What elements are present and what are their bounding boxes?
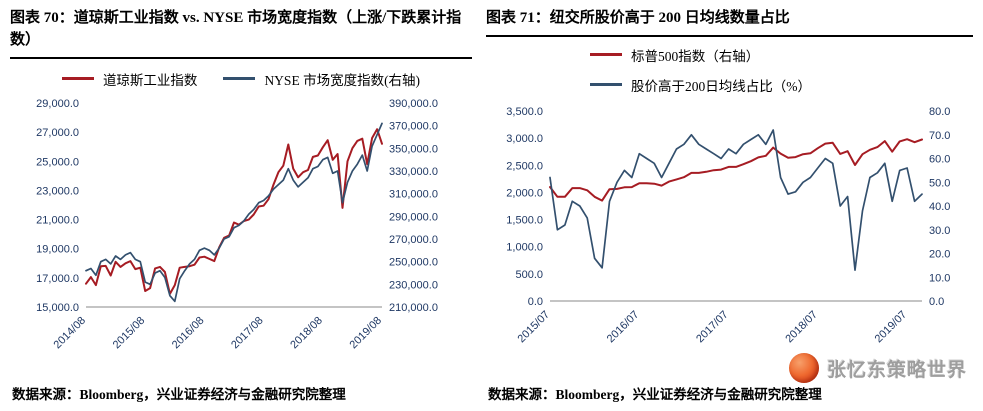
right-axis-tick-label: 60.0	[929, 153, 950, 165]
left-axis-tick-label: 17,000.0	[36, 272, 79, 284]
left-axis-tick-label: 2,500.0	[506, 160, 543, 172]
legend-item: 道琼斯工业指数	[61, 69, 198, 89]
figure-71-chart: 0.0 500.0 1,000.0 1,500.0 2,000.0 2,500.0 3,00…	[486, 101, 973, 378]
legend-item: NYSE 市场宽度指数(右轴)	[223, 69, 420, 89]
watermark-text: 张忆东策略世界	[826, 359, 967, 381]
series-line-1	[549, 128, 923, 271]
legend-item: 股价高于200日均线占比（%）	[590, 75, 973, 95]
right-axis-tick-label: 30.0	[929, 225, 950, 237]
left-axis-tick-label: 27,000.0	[36, 127, 79, 139]
right-axis-tick-label: 50.0	[929, 177, 950, 189]
legend-line-swatch	[223, 77, 256, 80]
left-axis-tick-label: 500.0	[515, 269, 543, 281]
x-axis-tick-label: 2016/07	[605, 308, 642, 345]
right-axis-tick-label: 390,000.0	[389, 98, 438, 110]
chart-canvas: 15,000.0 17,000.0 19,000.0 21,000.0 23,000.0…	[36, 98, 438, 351]
watermark-logo-icon	[788, 353, 819, 383]
x-axis-tick-label: 2018/08	[288, 314, 325, 351]
left-axis-tick-label: 15,000.0	[36, 302, 79, 314]
figure-70-chart: 15,000.0 17,000.0 19,000.0 21,000.0 23,000.0…	[10, 93, 472, 370]
x-axis-tick-label: 2017/07	[694, 308, 731, 345]
x-axis-tick-label: 2015/07	[516, 308, 553, 345]
left-axis-tick-label: 1,000.0	[506, 241, 543, 253]
figure-70: 图表 70：道琼斯工业指数 vs. NYSE 市场宽度指数（上涨/下跌累计指数）…	[10, 8, 472, 411]
legend-label: 标普500指数（右轴）	[631, 48, 760, 64]
legend-label: 股价高于200日均线占比（%）	[631, 78, 811, 94]
figure-71: 图表 71：纽交所股价高于 200 日均线数量占比 标普500指数（右轴） 股价高…	[486, 8, 973, 411]
figure-70-source: 数据来源：Bloomberg，兴业证券经济与金融研究院整理	[12, 387, 346, 402]
right-axis-tick-label: 210,000.0	[389, 302, 438, 314]
right-axis-tick-label: 370,000.0	[389, 120, 438, 132]
right-axis-tick-label: 20.0	[929, 248, 950, 260]
left-axis-tick-label: 0.0	[528, 296, 543, 308]
legend-line-swatch	[590, 53, 622, 57]
left-axis-tick-label: 3,500.0	[506, 106, 543, 118]
legend-line-swatch	[61, 77, 94, 80]
x-axis-tick-label: 2016/08	[170, 314, 207, 351]
figure-71-title: 图表 71：纽交所股价高于 200 日均线数量占比	[486, 8, 973, 37]
x-axis-tick-label: 2019/08	[348, 314, 385, 351]
watermark: 张忆东策略世界	[788, 353, 967, 383]
x-axis-tick-label: 2019/07	[873, 308, 910, 345]
left-axis-tick-label: 21,000.0	[36, 214, 79, 226]
left-axis-tick-label: 2,000.0	[506, 187, 543, 199]
right-axis-tick-label: 0.0	[929, 296, 944, 308]
right-axis-tick-label: 250,000.0	[389, 256, 438, 268]
legend-label: NYSE 市场宽度指数(右轴)	[264, 72, 421, 88]
x-axis-tick-label: 2017/08	[229, 314, 266, 351]
right-axis-tick-label: 10.0	[929, 272, 950, 284]
left-axis-tick-label: 25,000.0	[36, 156, 79, 168]
right-axis-tick-label: 310,000.0	[389, 188, 438, 200]
right-axis-tick-label: 290,000.0	[389, 211, 438, 223]
figure-70-title: 图表 70：道琼斯工业指数 vs. NYSE 市场宽度指数（上涨/下跌累计指数）	[10, 8, 472, 59]
right-axis-tick-label: 330,000.0	[389, 166, 438, 178]
legend-line-swatch	[590, 83, 622, 87]
left-axis-tick-label: 23,000.0	[36, 185, 79, 197]
left-axis-tick-label: 1,500.0	[506, 214, 543, 226]
right-axis-tick-label: 230,000.0	[389, 279, 438, 291]
figure-71-legend: 标普500指数（右轴） 股价高于200日均线占比（%）	[486, 45, 973, 95]
left-axis-tick-label: 19,000.0	[36, 243, 79, 255]
x-axis-tick-label: 2018/07	[783, 308, 820, 345]
right-axis-tick-label: 270,000.0	[389, 234, 438, 246]
right-axis-tick-label: 70.0	[929, 130, 950, 142]
x-axis-tick-label: 2014/08	[52, 314, 89, 351]
left-axis-tick-label: 29,000.0	[36, 98, 79, 110]
series-line-0	[549, 137, 923, 202]
series-line-0	[85, 127, 383, 295]
right-axis-tick-label: 350,000.0	[389, 143, 438, 155]
chart-canvas: 0.0 500.0 1,000.0 1,500.0 2,000.0 2,500.0 3,00…	[506, 106, 950, 345]
right-axis-tick-label: 40.0	[929, 201, 950, 213]
x-axis-tick-label: 2015/08	[111, 314, 148, 351]
figure-71-source: 数据来源：Bloomberg，兴业证券经济与金融研究院整理	[488, 387, 822, 402]
left-axis-tick-label: 3,000.0	[506, 133, 543, 145]
legend-label: 道琼斯工业指数	[102, 72, 198, 88]
series-line-1	[85, 122, 383, 302]
legend-item: 标普500指数（右轴）	[590, 45, 973, 65]
figure-70-legend: 道琼斯工业指数 NYSE 市场宽度指数(右轴)	[10, 67, 472, 91]
right-axis-tick-label: 80.0	[929, 106, 950, 118]
